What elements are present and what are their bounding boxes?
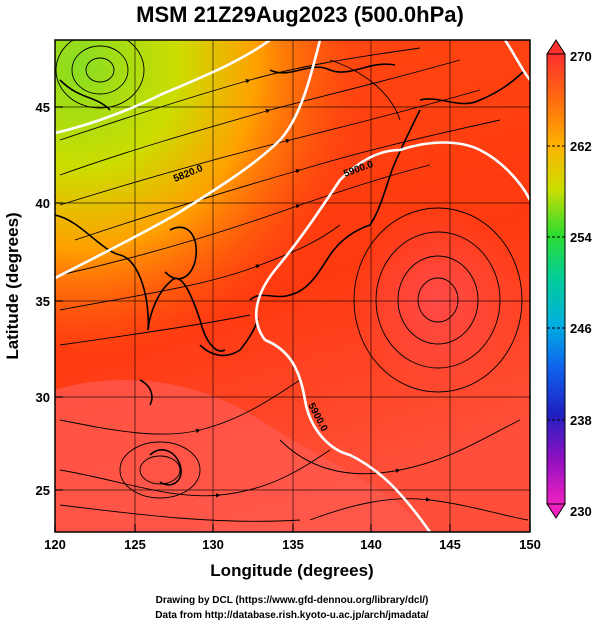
colorbar-label: 254 (570, 230, 592, 245)
anticyclone-rings (55, 40, 523, 499)
height-contours (55, 40, 530, 532)
y-axis-label: Latitude (degrees) (3, 212, 22, 359)
coastlines (55, 63, 526, 486)
x-tick-label: 125 (124, 537, 146, 552)
colorbar-label: 246 (570, 321, 592, 336)
colorbar-bottom-triangle (546, 503, 566, 519)
chart-title: MSM 21Z29Aug2023 (500.0hPa) (136, 2, 464, 27)
colorbar-label: 262 (570, 139, 592, 154)
x-tick-label: 135 (282, 537, 304, 552)
y-tick-label: 35 (36, 294, 50, 309)
contour-northeast (503, 40, 530, 81)
x-axis (54, 524, 531, 532)
credit-data: Data from http://database.rish.kyoto-u.a… (155, 610, 429, 621)
x-tick-label: 145 (439, 537, 461, 552)
y-tick-label: 45 (36, 100, 50, 115)
wind-streamlines (59, 47, 529, 522)
contour-5820 (55, 40, 271, 135)
colorbar-top-triangle (546, 39, 566, 55)
contour-5900-south (264, 338, 432, 532)
x-tick-label: 150 (519, 537, 541, 552)
y-tick-label: 30 (36, 390, 50, 405)
x-tick-label: 140 (360, 537, 382, 552)
colorbar-label: 270 (570, 49, 592, 64)
y-tick-label: 40 (36, 196, 50, 211)
lat-lon-grid (55, 40, 530, 532)
x-axis-label: Longitude (degrees) (210, 561, 373, 580)
colorbar: 270 262 254 246 238 230 (546, 39, 592, 519)
southern-warm-region (55, 380, 430, 532)
colorbar-label: 230 (570, 504, 592, 519)
plot-area: 5820.0 5900.0 5900.0 (55, 40, 530, 532)
high-pressure-core (353, 205, 523, 395)
y-axis (55, 106, 63, 491)
x-tick-label: 120 (44, 537, 66, 552)
colorbar-ticks (547, 145, 565, 421)
x-tick-label: 130 (202, 537, 224, 552)
contour-5880 (55, 40, 322, 280)
contour-5900 (254, 141, 530, 341)
colorbar-label: 238 (570, 413, 592, 428)
credit-drawing: Drawing by DCL (https://www.gfd-dennou.o… (156, 595, 429, 606)
colorbar-gradient (546, 53, 566, 505)
y-tick-label: 25 (36, 483, 50, 498)
